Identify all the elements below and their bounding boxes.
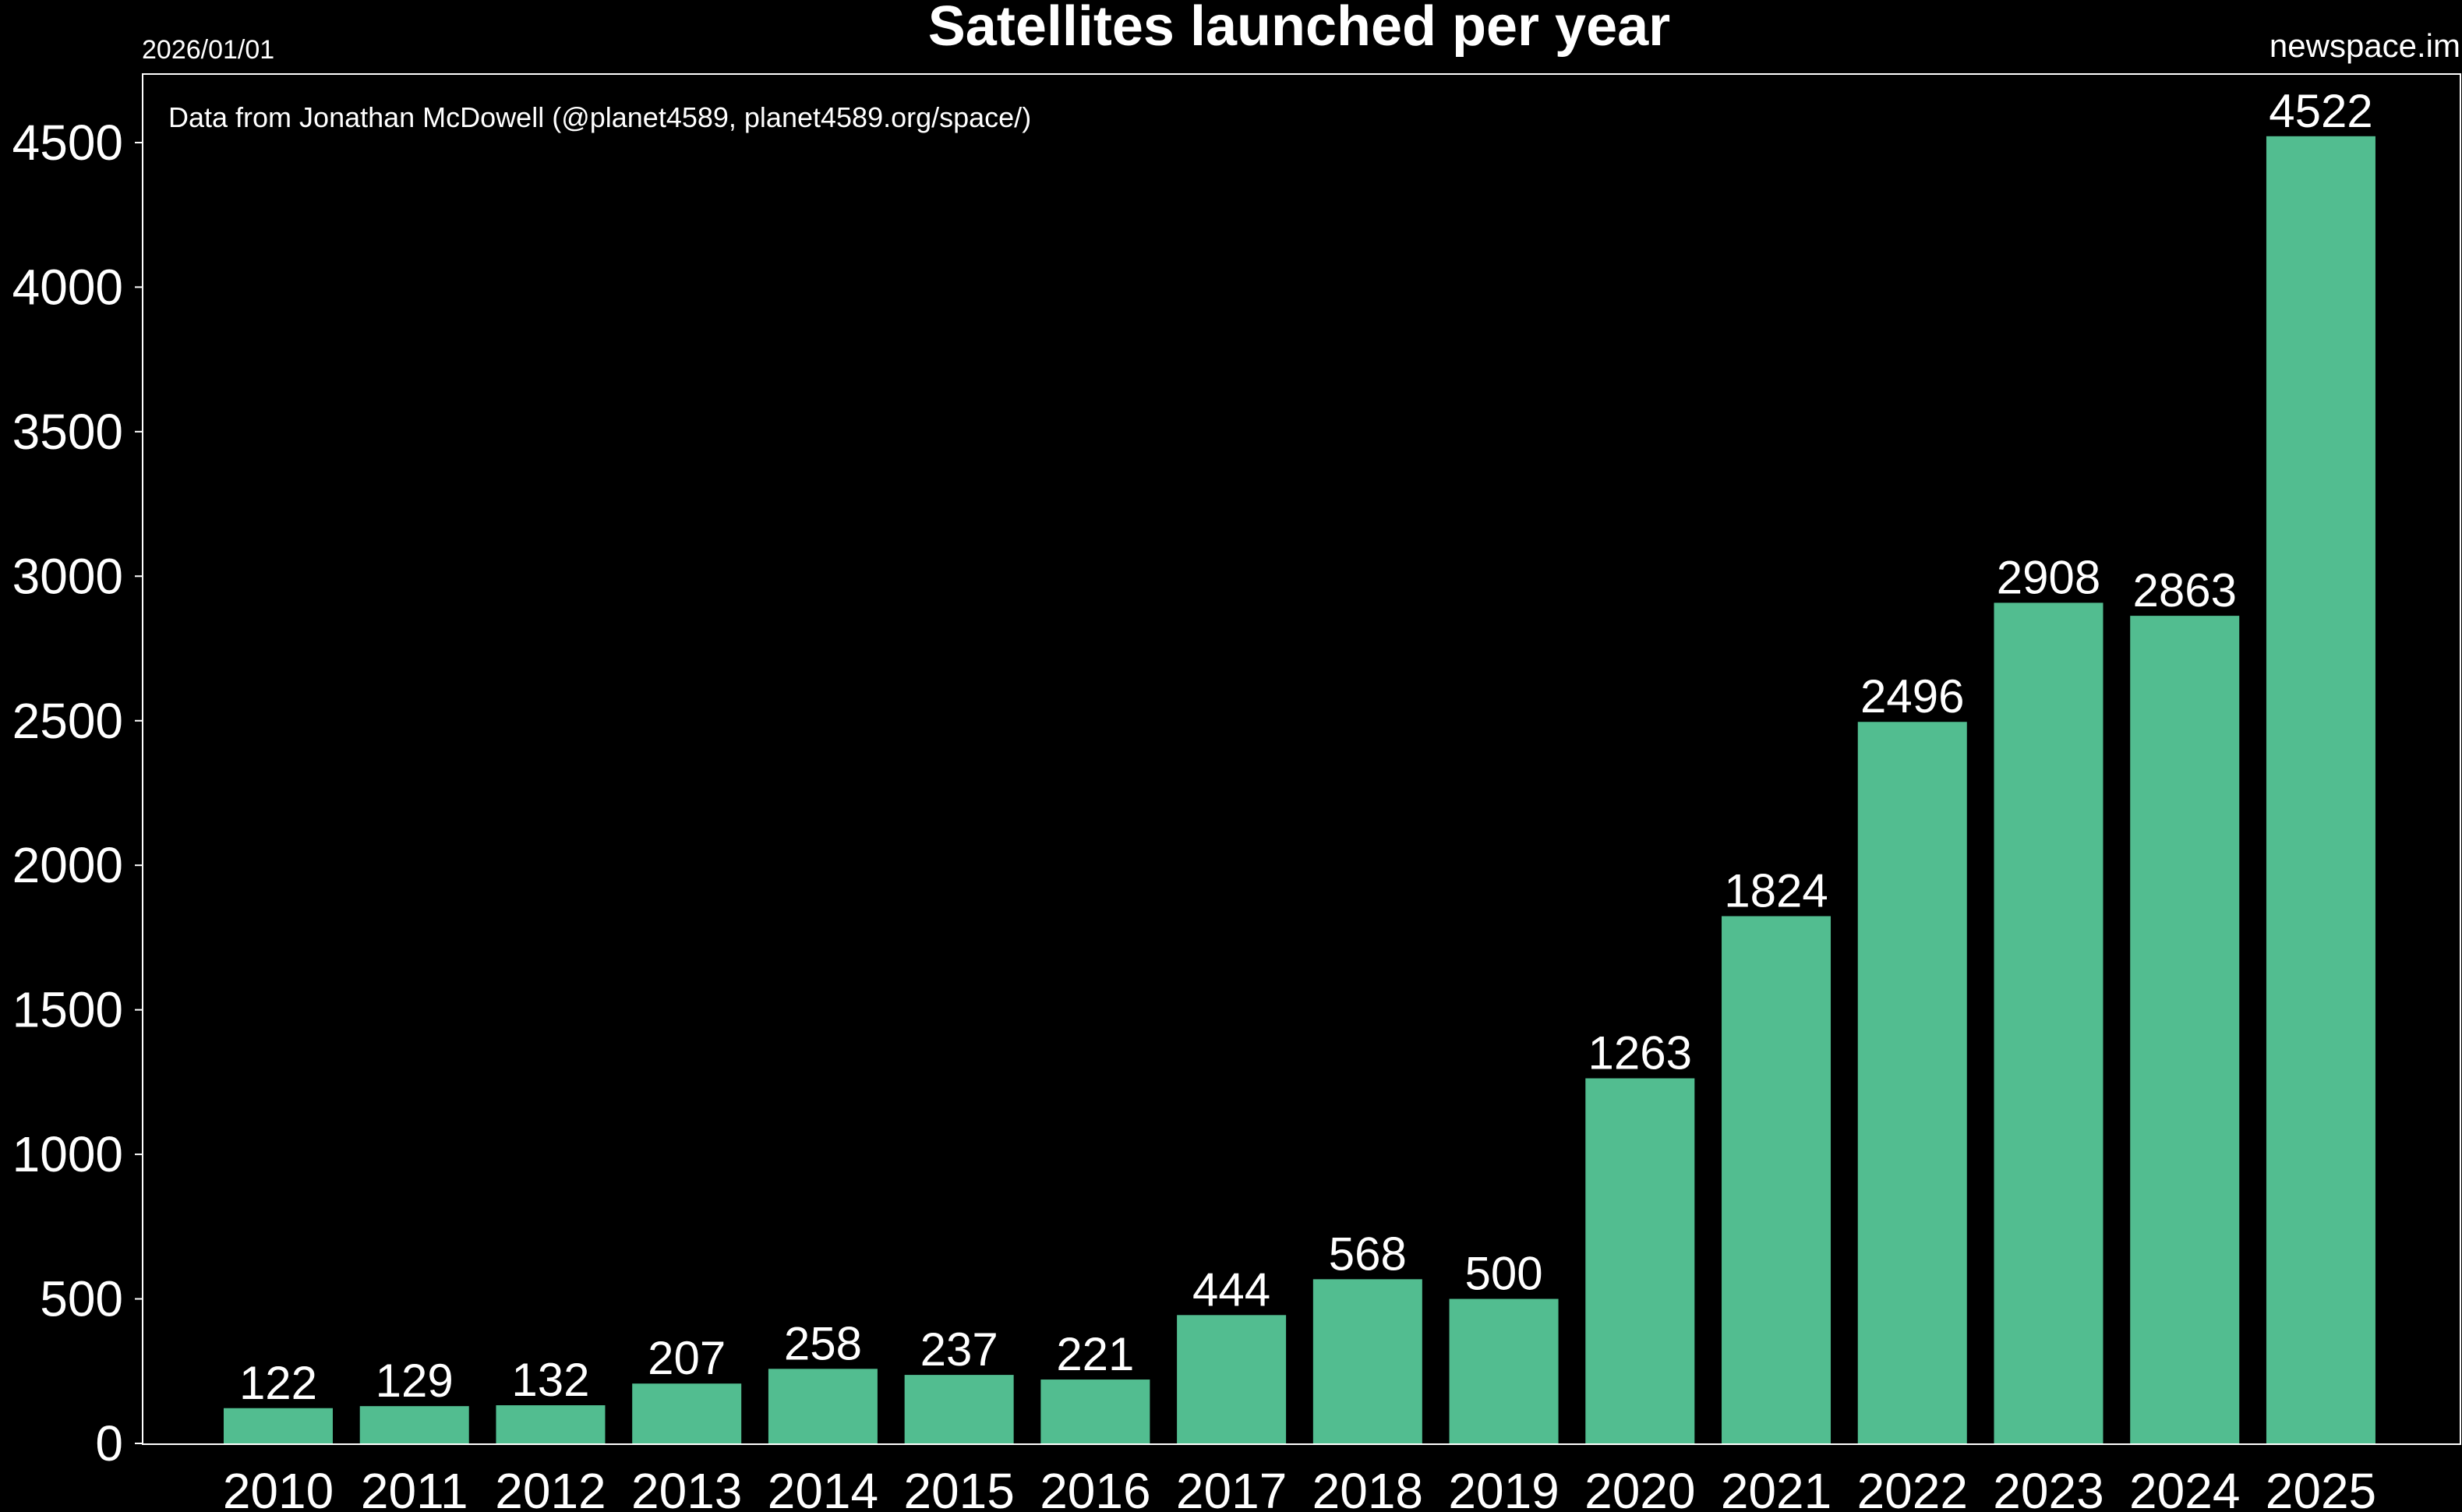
value-label-2012: 132 (511, 1354, 589, 1406)
y-tick-label: 3000 (12, 548, 123, 604)
bar-2020 (1585, 1078, 1695, 1443)
bar-2012 (496, 1405, 606, 1443)
bar-2015 (904, 1375, 1014, 1443)
bar-2022 (1857, 722, 1967, 1443)
x-tick-label-2024: 2024 (2129, 1463, 2240, 1512)
x-tick-label-2021: 2021 (1721, 1463, 1831, 1512)
x-tick-label-2010: 2010 (223, 1463, 334, 1512)
x-tick-label-2015: 2015 (903, 1463, 1014, 1512)
x-tick-label-2014: 2014 (768, 1463, 878, 1512)
bar-2025 (2266, 136, 2375, 1444)
value-label-2021: 1824 (1724, 864, 1828, 917)
x-tick-label-2020: 2020 (1584, 1463, 1695, 1512)
value-label-2010: 122 (239, 1357, 317, 1409)
x-tick-label-2013: 2013 (631, 1463, 742, 1512)
x-axis: 2010 2011 2012 2013 2014 2015 2016 2017 2018 2019… (223, 1463, 2376, 1512)
bar-2019 (1449, 1298, 1559, 1443)
x-tick-label-2019: 2019 (1448, 1463, 1559, 1512)
x-tick-label-2018: 2018 (1312, 1463, 1423, 1512)
value-label-2014: 258 (784, 1317, 862, 1369)
plot-frame (142, 73, 2461, 1445)
bar-2011 (359, 1406, 469, 1443)
value-label-2015: 237 (920, 1323, 998, 1376)
bar-2018 (1312, 1279, 1422, 1443)
y-tick-label: 2500 (12, 693, 123, 749)
bar-2021 (1722, 916, 1831, 1443)
data-source-annotation: Data from Jonathan McDowell (@planet4589… (168, 101, 1031, 133)
bar-2017 (1177, 1315, 1287, 1443)
bars (224, 136, 2375, 1444)
y-tick-label: 2000 (12, 837, 123, 893)
value-label-2011: 129 (376, 1355, 454, 1407)
x-tick-label-2011: 2011 (361, 1463, 468, 1512)
bar-2023 (1994, 602, 2103, 1443)
x-tick-label-2025: 2025 (2266, 1463, 2376, 1512)
value-label-2019: 500 (1465, 1248, 1543, 1300)
y-tick-label: 0 (95, 1415, 123, 1471)
x-tick-label-2012: 2012 (495, 1463, 606, 1512)
value-label-2016: 221 (1056, 1328, 1134, 1380)
bar-2013 (632, 1383, 742, 1443)
chart-title: Satellites launched per year (928, 0, 1670, 58)
y-tick-label: 500 (40, 1271, 123, 1327)
value-label-2018: 568 (1329, 1228, 1407, 1280)
value-labels: 122 129 132 207 258 237 221 444 568 500 1263 1824 24… (239, 85, 2373, 1409)
y-tick-label: 1500 (12, 982, 123, 1038)
bar-2016 (1040, 1380, 1150, 1443)
value-label-2022: 2496 (1860, 670, 1964, 722)
value-label-2013: 207 (648, 1332, 726, 1384)
x-tick-label-2016: 2016 (1040, 1463, 1150, 1512)
bar-2010 (224, 1408, 333, 1443)
value-label-2017: 444 (1192, 1263, 1270, 1316)
source-site-label: newspace.im (2269, 27, 2460, 64)
bar-2014 (768, 1369, 878, 1443)
value-label-2025: 4522 (2269, 85, 2372, 137)
x-tick-label-2017: 2017 (1176, 1463, 1287, 1512)
y-axis: 0 500 1000 1500 2000 2500 3000 3500 4000 4500 (12, 115, 143, 1471)
y-tick-label: 4500 (12, 115, 123, 171)
value-label-2020: 1263 (1588, 1027, 1692, 1079)
value-label-2023: 2908 (1997, 551, 2100, 603)
x-tick-label-2022: 2022 (1857, 1463, 1968, 1512)
date-label: 2026/01/01 (142, 35, 274, 65)
y-tick-label: 4000 (12, 259, 123, 315)
bar-2024 (2130, 616, 2240, 1443)
y-tick-label: 3500 (12, 404, 123, 460)
x-tick-label-2023: 2023 (1993, 1463, 2103, 1512)
y-tick-label: 1000 (12, 1126, 123, 1182)
value-label-2024: 2863 (2132, 564, 2236, 616)
